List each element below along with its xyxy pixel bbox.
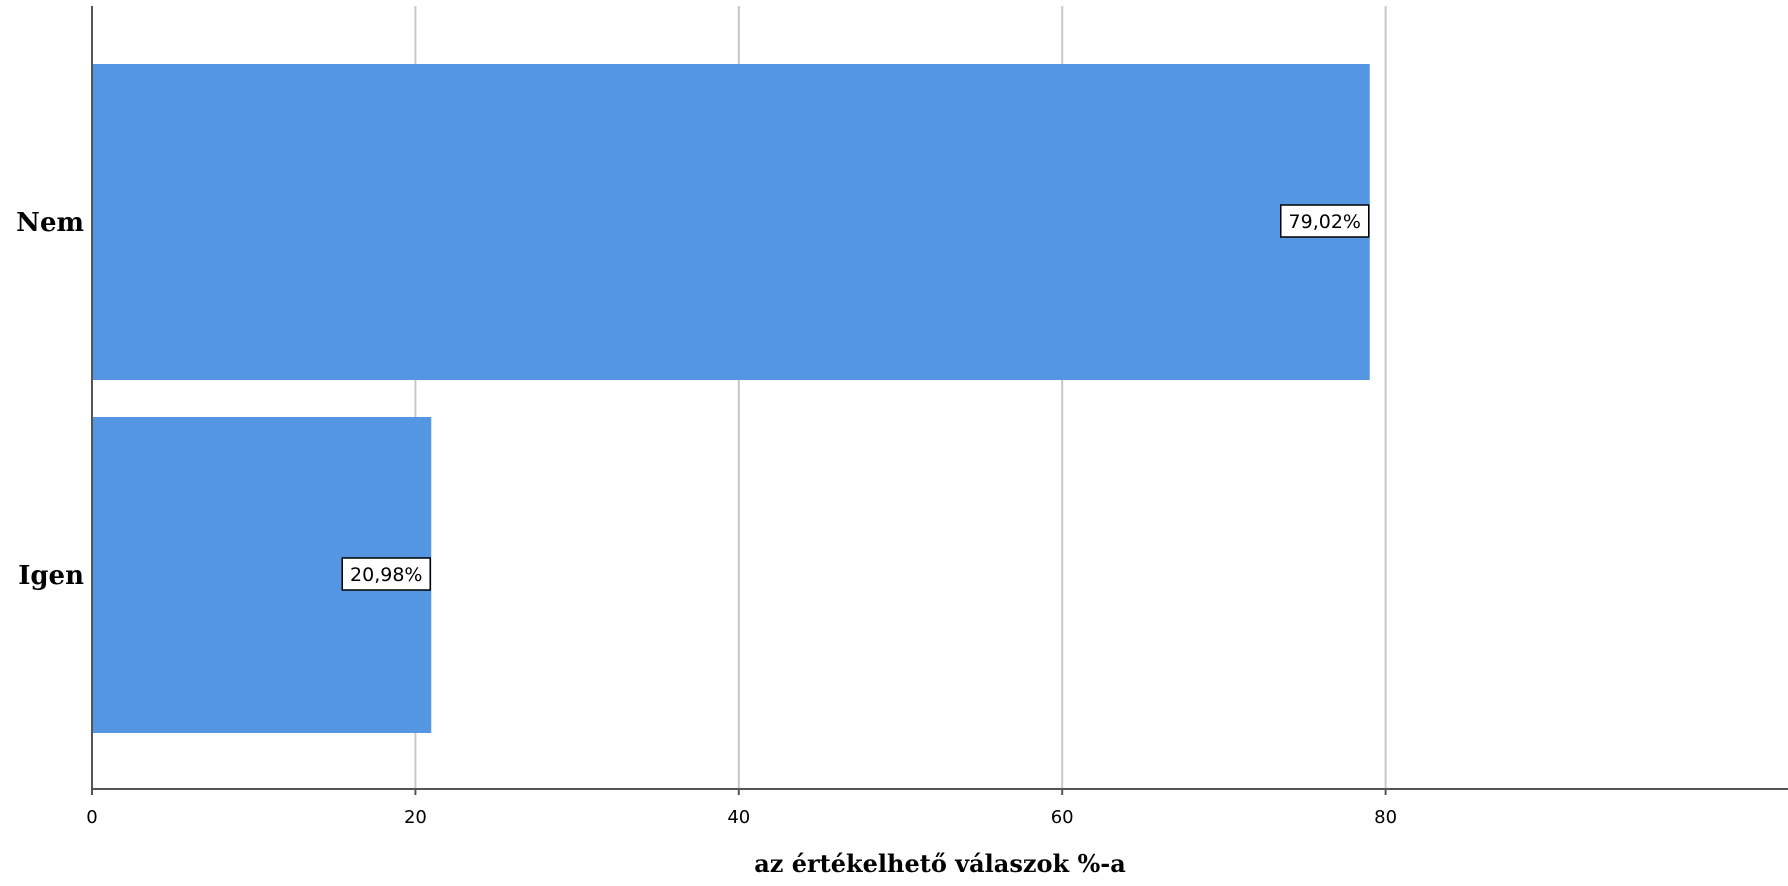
x-tick-label: 60 (1051, 807, 1074, 828)
data-labels: 79,02% 20,98% (341, 204, 1370, 591)
x-tick-label: 40 (727, 807, 750, 828)
x-tick-labels: 0 20 40 60 80 (86, 807, 1397, 828)
data-label-box (1280, 204, 1370, 238)
bars (92, 64, 1370, 733)
data-label-nem: 79,02% (1280, 204, 1370, 238)
bar-nem (92, 64, 1370, 380)
data-label-text: 79,02% (1289, 211, 1361, 233)
x-tick-label: 0 (86, 807, 97, 828)
category-labels: Nem Igen (16, 208, 84, 591)
x-tick-label: 20 (404, 807, 427, 828)
x-tick-label: 80 (1374, 807, 1397, 828)
data-label-text: 20,98% (350, 564, 422, 586)
x-axis-title: az értékelhető válaszok %-a (754, 849, 1126, 878)
category-label-nem: Nem (16, 208, 84, 238)
data-label-box (341, 557, 431, 591)
category-label-igen: Igen (18, 561, 84, 591)
axes (91, 6, 1788, 795)
data-label-igen: 20,98% (341, 557, 431, 591)
